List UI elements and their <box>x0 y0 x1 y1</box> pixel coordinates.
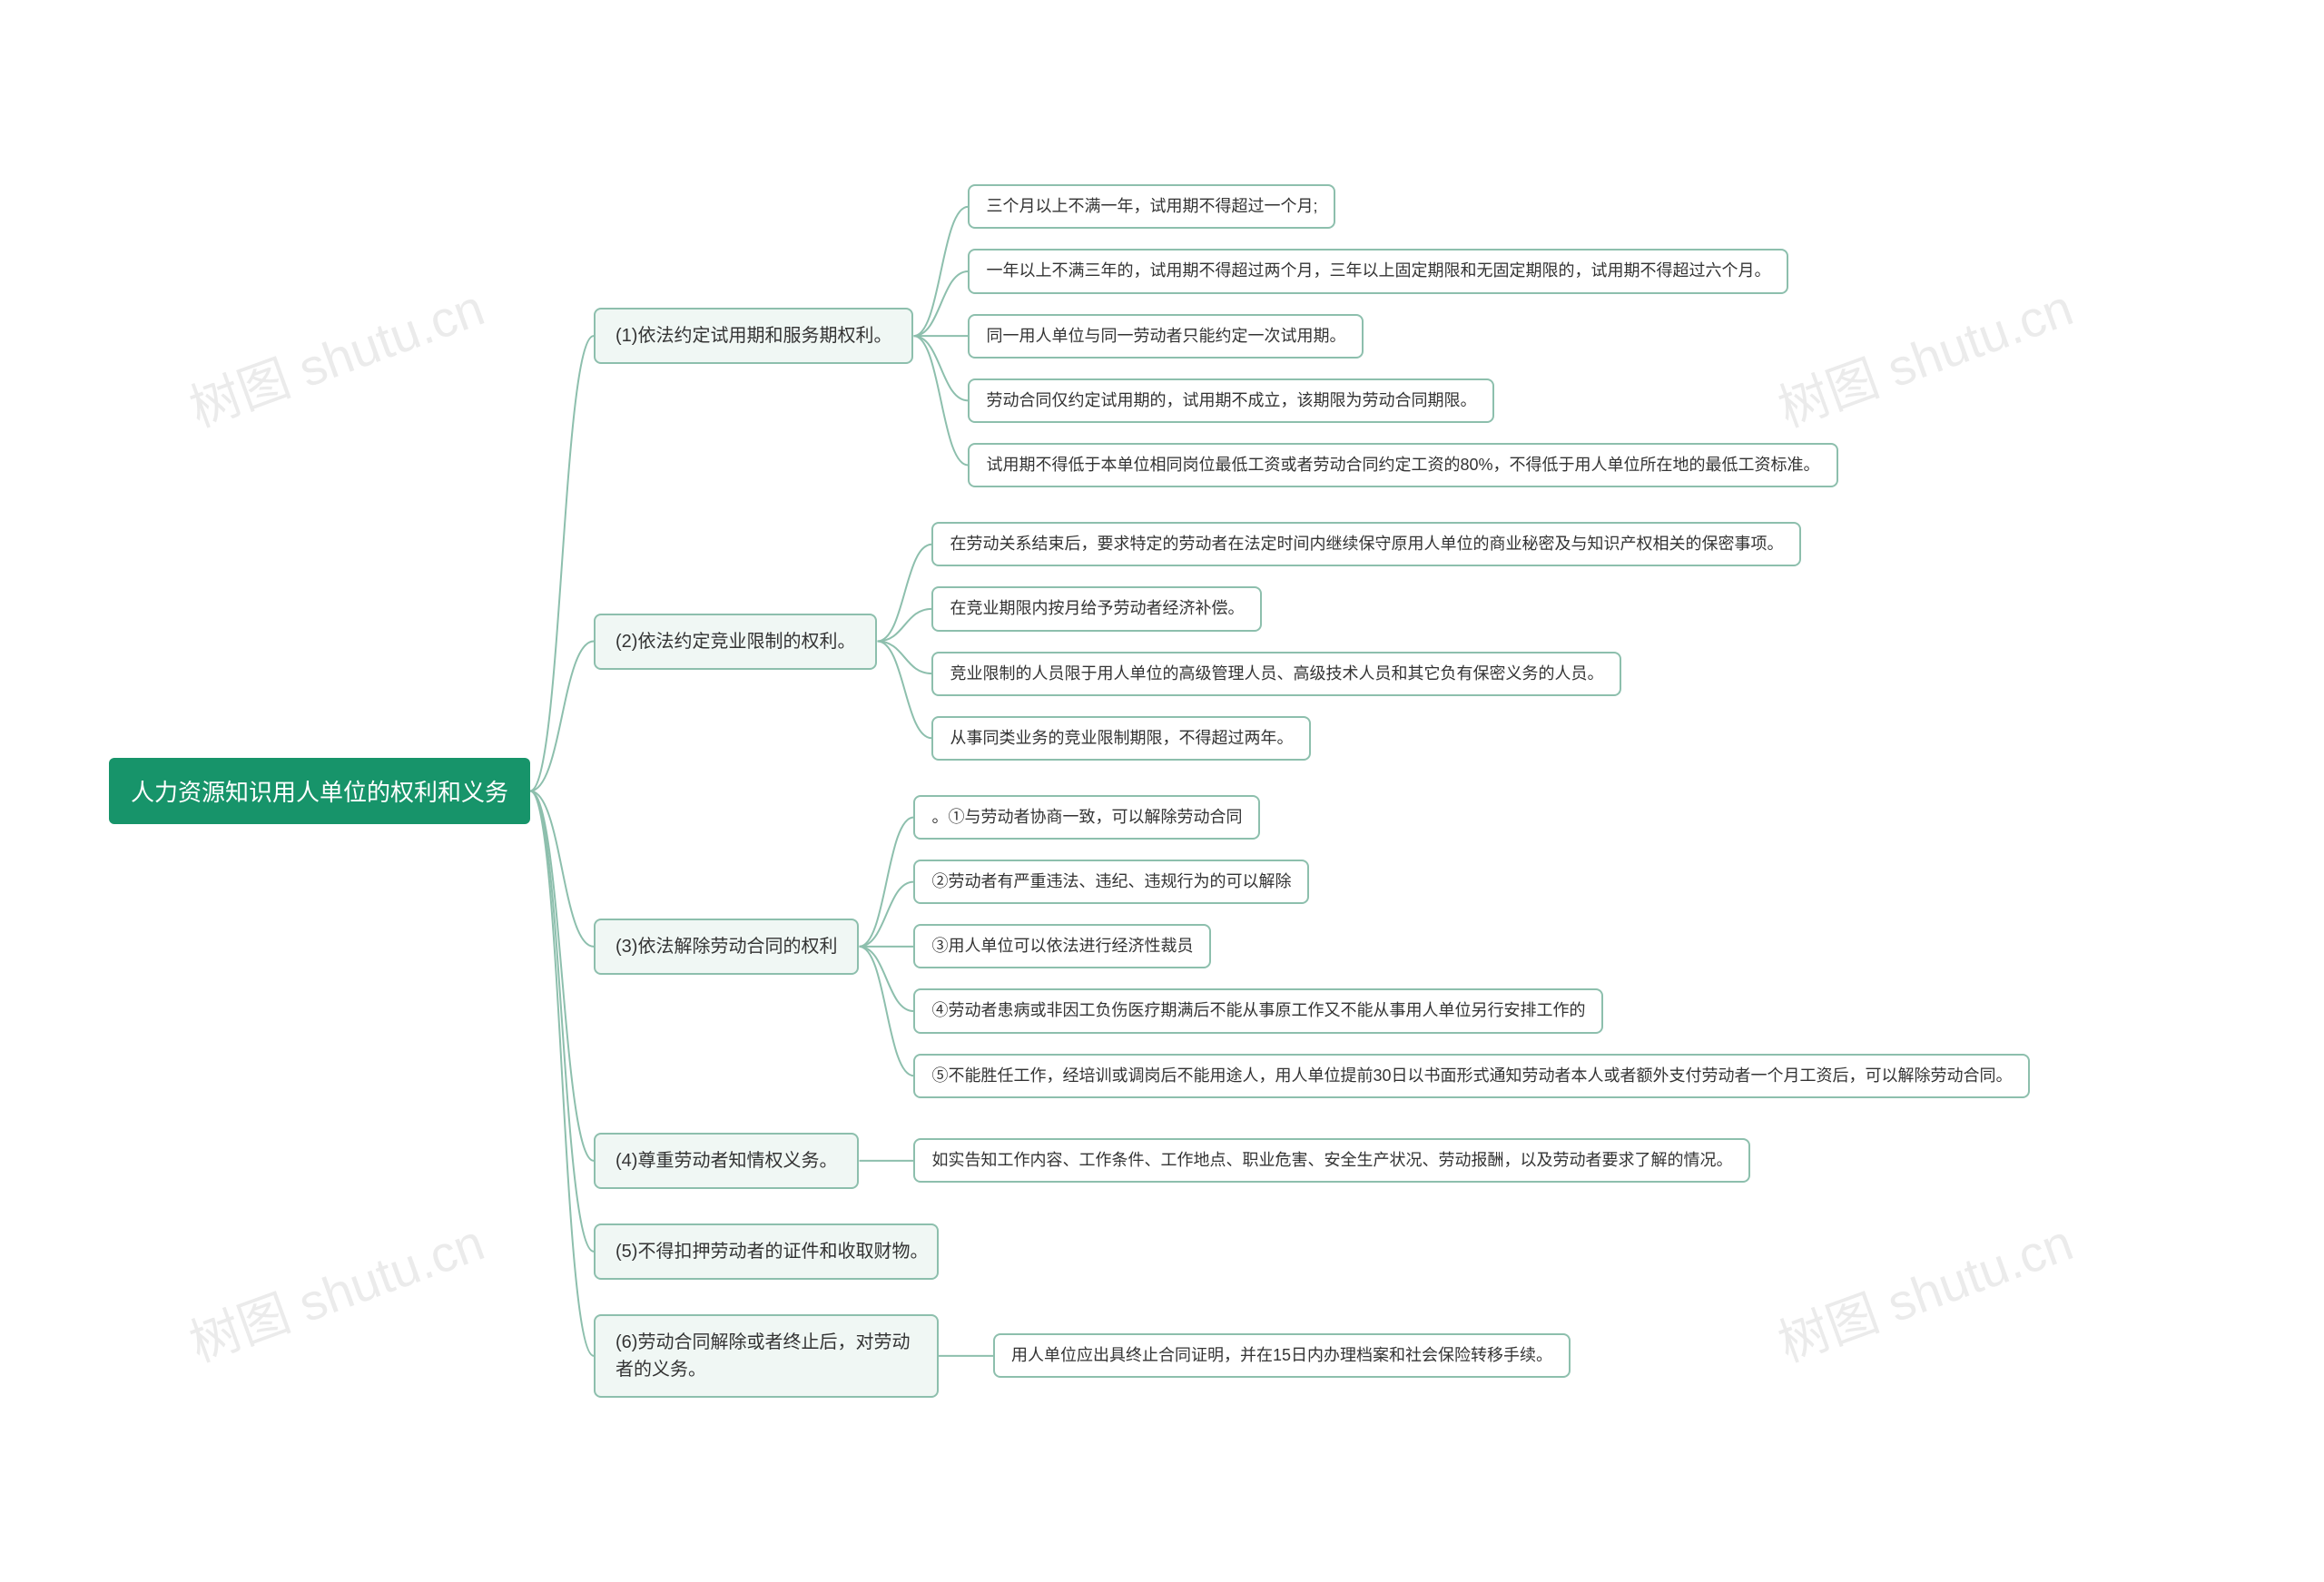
mindmap: 人力资源知识用人单位的权利和义务 (1)依法约定试用期和服务期权利。三个月以上不… <box>109 0 2288 1582</box>
leaf-node: 从事同类业务的竞业限制期限，不得超过两年。 <box>931 716 1311 761</box>
leaf-node: 如实告知工作内容、工作条件、工作地点、职业危害、安全生产状况、劳动报酬，以及劳动… <box>913 1138 1750 1183</box>
leaf-node: 一年以上不满三年的，试用期不得超过两个月，三年以上固定期限和无固定期限的，试用期… <box>968 249 1788 293</box>
branch-row: (3)依法解除劳动合同的权利 。①与劳动者协商一致，可以解除劳动合同 ②劳动者有严重… <box>594 795 2030 1098</box>
branch-row: (2)依法约定竞业限制的权利。 在劳动关系结束后，要求特定的劳动者在法定时间内继续… <box>594 522 2030 761</box>
leaf-node: ③用人单位可以依法进行经济性裁员 <box>913 924 1211 968</box>
branch-row: (6)劳动合同解除或者终止后，对劳动者的义务。 用人单位应出具终止合同证明，并在1… <box>594 1314 2030 1398</box>
branch-node: (4)尊重劳动者知情权义务。 <box>594 1133 859 1189</box>
leaf-node: 三个月以上不满一年，试用期不得超过一个月; <box>968 184 1335 229</box>
leaf-node: 劳动合同仅约定试用期的，试用期不成立，该期限为劳动合同期限。 <box>968 378 1494 423</box>
leaves-container: 如实告知工作内容、工作条件、工作地点、职业危害、安全生产状况、劳动报酬，以及劳动… <box>913 1138 1750 1183</box>
leaf-node: ④劳动者患病或非因工负伤医疗期满后不能从事原工作又不能从事用人单位另行安排工作的 <box>913 988 1603 1033</box>
branch-node: (6)劳动合同解除或者终止后，对劳动者的义务。 <box>594 1314 939 1398</box>
leaves-container: 在劳动关系结束后，要求特定的劳动者在法定时间内继续保守原用人单位的商业秘密及与知… <box>931 522 1801 761</box>
branch-node: (1)依法约定试用期和服务期权利。 <box>594 308 913 364</box>
leaf-node: ⑤不能胜任工作，经培训或调岗后不能用途人，用人单位提前30日以书面形式通知劳动者… <box>913 1054 2030 1098</box>
leaves-container: 。①与劳动者协商一致，可以解除劳动合同 ②劳动者有严重违法、违纪、违规行为的可以解… <box>913 795 2030 1098</box>
leaf-node: 在劳动关系结束后，要求特定的劳动者在法定时间内继续保守原用人单位的商业秘密及与知… <box>931 522 1801 566</box>
leaf-node: 试用期不得低于本单位相同岗位最低工资或者劳动合同约定工资的80%，不得低于用人单… <box>968 443 1837 487</box>
root-node: 人力资源知识用人单位的权利和义务 <box>109 758 530 824</box>
leaf-node: ②劳动者有严重违法、违纪、违规行为的可以解除 <box>913 860 1309 904</box>
leaf-node: 用人单位应出具终止合同证明，并在15日内办理档案和社会保险转移手续。 <box>993 1333 1571 1378</box>
branch-row: (4)尊重劳动者知情权义务。 如实告知工作内容、工作条件、工作地点、职业危害、安全… <box>594 1133 2030 1189</box>
leaves-container: 三个月以上不满一年，试用期不得超过一个月; 一年以上不满三年的，试用期不得超过两个… <box>968 184 1837 487</box>
branch-node: (2)依法约定竞业限制的权利。 <box>594 614 877 670</box>
leaf-node: 。①与劳动者协商一致，可以解除劳动合同 <box>913 795 1260 840</box>
branch-row: (5)不得扣押劳动者的证件和收取财物。 <box>594 1223 2030 1280</box>
children-container: (1)依法约定试用期和服务期权利。 三个月以上不满一年，试用期不得超过一个月; 一年… <box>594 184 2030 1398</box>
leaf-node: 同一用人单位与同一劳动者只能约定一次试用期。 <box>968 314 1364 359</box>
leaf-node: 竞业限制的人员限于用人单位的高级管理人员、高级技术人员和其它负有保密义务的人员。 <box>931 652 1621 696</box>
leaf-node: 在竞业期限内按月给予劳动者经济补偿。 <box>931 586 1262 631</box>
branch-node: (5)不得扣押劳动者的证件和收取财物。 <box>594 1223 939 1280</box>
leaves-container: 用人单位应出具终止合同证明，并在15日内办理档案和社会保险转移手续。 <box>993 1333 1571 1378</box>
root-wrap: 人力资源知识用人单位的权利和义务 (1)依法约定试用期和服务期权利。三个月以上不… <box>109 184 2030 1398</box>
branch-node: (3)依法解除劳动合同的权利 <box>594 919 859 975</box>
branch-row: (1)依法约定试用期和服务期权利。 三个月以上不满一年，试用期不得超过一个月; 一年… <box>594 184 2030 487</box>
